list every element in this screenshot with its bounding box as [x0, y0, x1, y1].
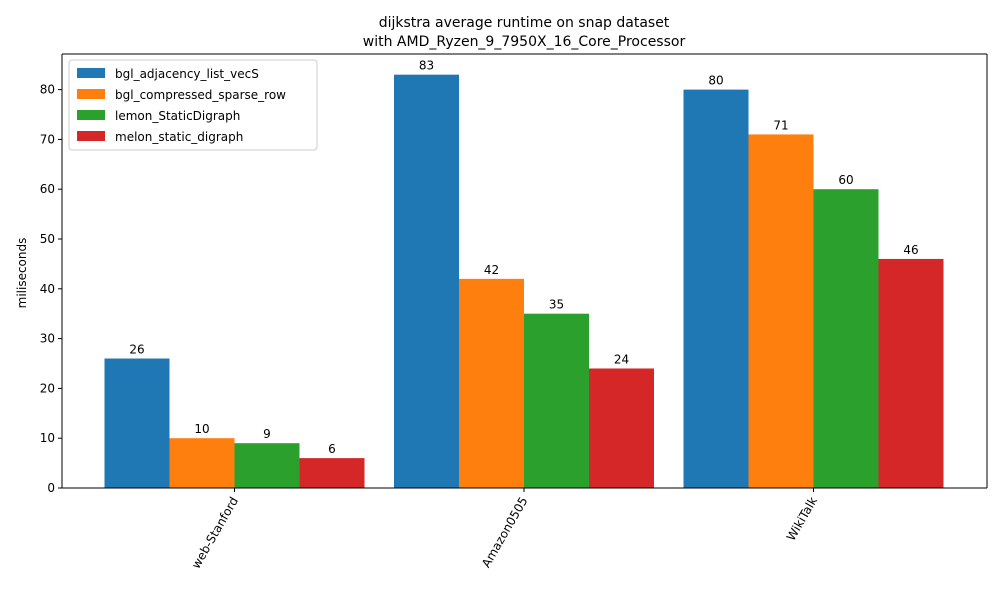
bar	[394, 74, 459, 489]
bar	[234, 443, 300, 488]
data-label: 35	[549, 298, 564, 312]
bar	[813, 189, 879, 488]
legend-label: bgl_adjacency_list_vecS	[115, 67, 259, 81]
bar	[683, 89, 749, 489]
legend-swatch	[77, 110, 105, 120]
y-tick-label: 10	[40, 431, 55, 445]
chart-title-line-1: dijkstra average runtime on snap dataset	[379, 15, 670, 31]
data-label: 42	[484, 263, 499, 277]
data-label: 71	[773, 118, 788, 132]
data-label: 6	[328, 442, 336, 456]
y-axis-label: miliseconds	[15, 238, 29, 309]
bar	[459, 278, 524, 488]
chart-title-line-2: with AMD_Ryzen_9_7950X_16_Core_Processor	[363, 34, 686, 50]
legend-box	[68, 59, 318, 151]
bar	[104, 358, 170, 488]
data-label: 80	[708, 74, 723, 88]
y-tick-label: 20	[40, 381, 55, 395]
data-label: 10	[194, 422, 209, 436]
legend-label: lemon_StaticDigraph	[115, 109, 240, 123]
bar	[748, 134, 814, 488]
bar	[524, 313, 589, 488]
legend: bgl_adjacency_list_vecS bgl_compressed_sp…	[68, 59, 318, 151]
y-tick-label: 30	[40, 332, 55, 346]
data-label: 26	[129, 343, 144, 357]
bar	[589, 368, 654, 488]
legend-label: bgl_compressed_sparse_row	[115, 88, 286, 102]
legend-swatch	[77, 131, 105, 141]
y-tick-label: 80	[40, 83, 55, 97]
data-label: 60	[838, 173, 853, 187]
data-label: 9	[263, 427, 271, 441]
data-label: 83	[419, 59, 434, 73]
bar	[878, 258, 944, 488]
data-label: 24	[614, 352, 629, 366]
legend-swatch	[77, 68, 105, 78]
x-tick-label: web-Stanford	[189, 495, 241, 572]
legend-label: melon_static_digraph	[115, 130, 243, 144]
y-tick-label: 60	[40, 182, 55, 196]
x-tick-label: WikiTalk	[784, 494, 820, 543]
y-tick-label: 40	[40, 282, 55, 296]
y-tick-label: 70	[40, 132, 55, 146]
legend-swatch	[77, 89, 105, 99]
bar	[299, 458, 365, 488]
y-tick-label: 50	[40, 232, 55, 246]
y-tick-label: 0	[47, 481, 55, 495]
bar	[169, 438, 235, 488]
x-tick-label: Amazon0505	[479, 495, 531, 570]
data-label: 46	[903, 243, 918, 257]
